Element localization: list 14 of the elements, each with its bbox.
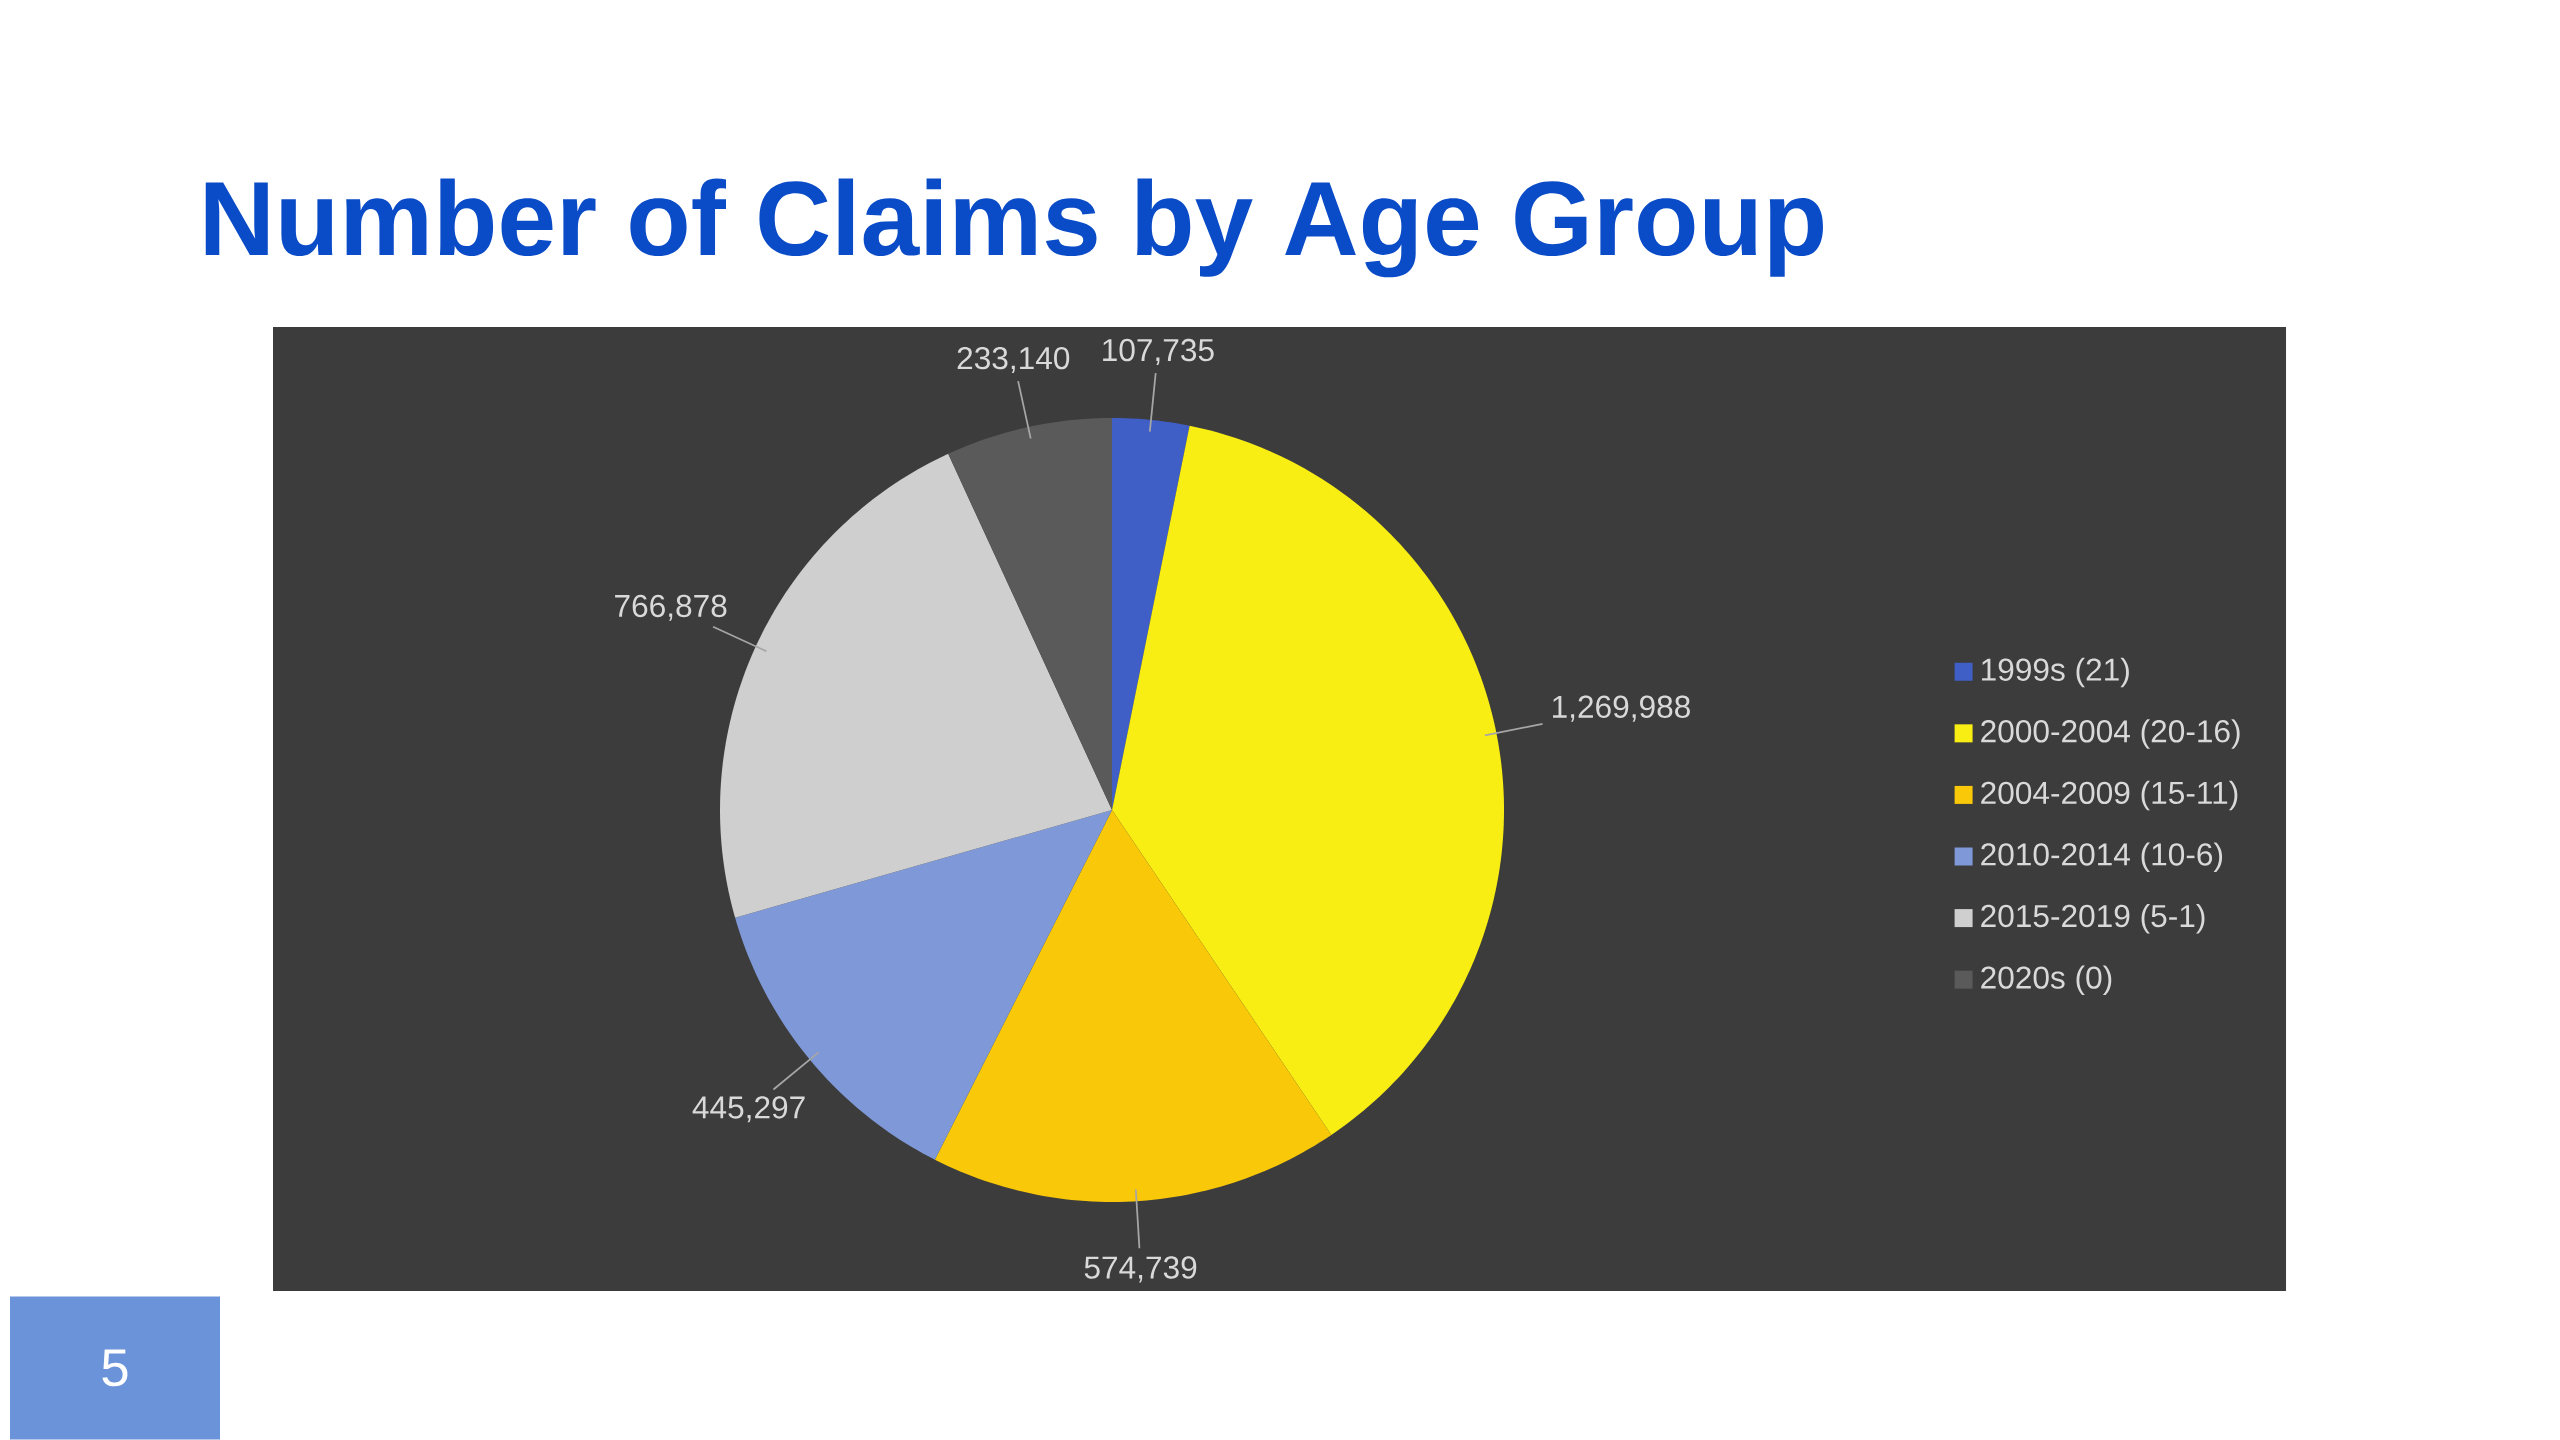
- legend-label: 2004-2009 (15-11): [1981, 780, 2238, 811]
- data-label: 766,878: [615, 594, 727, 621]
- legend-label: 2000-2004 (20-16): [1981, 719, 2240, 749]
- legend-label: 2020s (0): [1981, 965, 2112, 996]
- data-label: 233,140: [957, 346, 1070, 374]
- legend-label: 1999s (21): [1982, 657, 2129, 688]
- text: 5: [102, 1349, 128, 1387]
- data-label: 1,269,988: [1553, 695, 1690, 722]
- data-label: 445,297: [692, 1096, 805, 1123]
- chart-title: Number of Claims by Age Group: [205, 178, 1823, 278]
- data-label: 107,735: [1103, 338, 1214, 365]
- data-label: 574,739: [1084, 1256, 1197, 1283]
- legend-label: 2010-2014 (10-6): [1981, 842, 2223, 872]
- legend-label: 2015-2019 (5-1): [1981, 903, 2205, 934]
